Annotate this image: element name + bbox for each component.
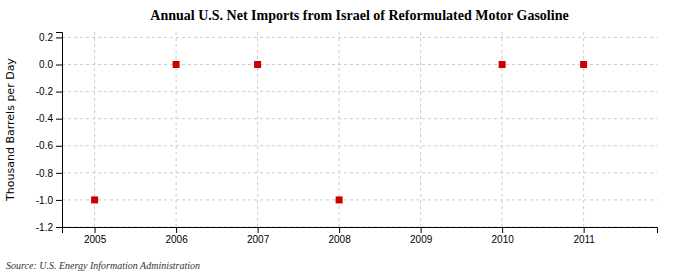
tick-mark <box>56 37 62 38</box>
grid-line <box>62 64 657 65</box>
point <box>254 61 261 68</box>
point <box>336 196 343 203</box>
points <box>91 61 587 203</box>
tick-label: 0.2 <box>39 32 53 43</box>
tick: 2007 <box>247 227 270 245</box>
tick: 2008 <box>328 227 351 245</box>
tick-label: 2008 <box>328 234 351 245</box>
tick: 2010 <box>492 227 515 245</box>
tick-mark <box>176 227 177 233</box>
tick-label: 2011 <box>573 234 595 245</box>
point <box>91 196 98 203</box>
tick-label: -0.4 <box>36 113 54 124</box>
tick-label: -0.2 <box>36 86 54 97</box>
grid-line <box>420 32 421 227</box>
grid-line <box>62 91 657 92</box>
point <box>499 61 506 68</box>
tick-label: -1.0 <box>36 195 54 206</box>
axis-line <box>56 33 63 228</box>
tick-mark <box>56 173 62 174</box>
tick: 2005 <box>84 227 107 245</box>
tick-label: -0.6 <box>36 140 54 151</box>
tick-label: -0.8 <box>36 168 54 179</box>
tick-mark <box>56 146 62 147</box>
tick-label: 2010 <box>492 234 515 245</box>
plot: 2005 2006 2007 2008 2009 2010 2011 0.2 0.0 -0.2 -0… <box>36 32 658 245</box>
tick: -1.2 <box>36 222 62 233</box>
point <box>173 61 180 68</box>
tick: -1.0 <box>36 195 62 206</box>
grid-line <box>62 118 657 119</box>
tick-mark <box>339 227 340 233</box>
tick-mark <box>584 227 585 233</box>
tick-label: 2007 <box>247 234 270 245</box>
chart: 2005 2006 2007 2008 2009 2010 2011 0.2 0.0 -0.2 -0… <box>0 0 675 275</box>
tick-label: -1.2 <box>36 222 54 233</box>
tick-label: 2006 <box>165 234 188 245</box>
y-axis-title: Thousand Barrels per Day <box>4 58 17 202</box>
title: Annual U.S. Net Imports from Israel of R… <box>150 8 568 23</box>
axis-line <box>63 228 658 234</box>
tick-label: 2005 <box>84 234 107 245</box>
tick-label: 2009 <box>410 234 433 245</box>
tick-mark <box>421 227 422 233</box>
annotation: Source: U.S. Energy Information Administ… <box>6 260 200 271</box>
tick-mark <box>56 92 62 93</box>
tick-mark <box>56 227 62 228</box>
tick-mark <box>95 227 96 233</box>
tick: 2006 <box>165 227 188 245</box>
grid <box>62 32 657 227</box>
tick-mark <box>56 119 62 120</box>
tick: 0.0 <box>39 59 62 70</box>
x-axis: 2005 2006 2007 2008 2009 2010 2011 <box>63 227 658 245</box>
tick-mark <box>258 227 259 233</box>
tick: -0.6 <box>36 140 62 151</box>
y-axis: 0.2 0.0 -0.2 -0.4 -0.6 -0.8 -1.0 -1.2 <box>36 32 63 233</box>
tick-label: 0.0 <box>39 59 53 70</box>
tick-mark <box>56 65 62 66</box>
grid-line <box>62 37 657 38</box>
tick: -0.2 <box>36 86 62 97</box>
tick: 2009 <box>410 227 433 245</box>
tick-mark <box>502 227 503 233</box>
tick: 0.2 <box>39 32 62 43</box>
point <box>580 61 587 68</box>
tick: -0.8 <box>36 168 62 179</box>
grid-line <box>62 172 657 173</box>
tick-mark <box>56 200 62 201</box>
tick: 2011 <box>573 227 595 245</box>
tick: -0.4 <box>36 113 62 124</box>
grid-line <box>62 199 657 200</box>
grid-line <box>62 145 657 146</box>
